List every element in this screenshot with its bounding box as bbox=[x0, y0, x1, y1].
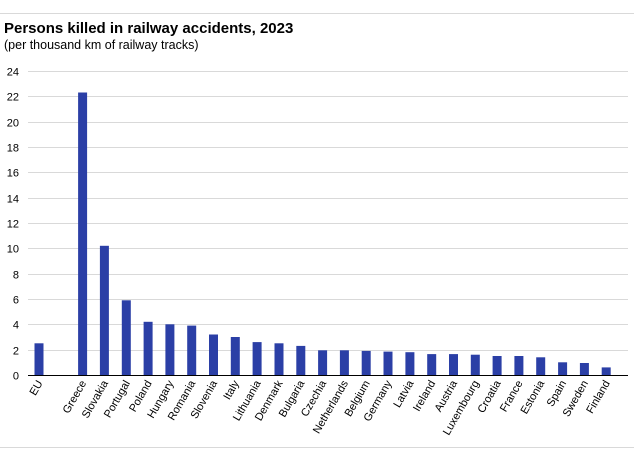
y-tick-label: 22 bbox=[7, 92, 19, 104]
bar-poland bbox=[143, 321, 153, 375]
top-border bbox=[0, 13, 634, 14]
bar-france bbox=[514, 356, 524, 375]
bar-eu bbox=[34, 343, 44, 375]
bar-estonia bbox=[536, 357, 546, 375]
bar-denmark bbox=[274, 343, 284, 375]
bar-croatia bbox=[492, 356, 502, 375]
y-tick-label: 12 bbox=[7, 219, 19, 231]
bar-spain bbox=[558, 362, 568, 375]
chart-title: Persons killed in railway accidents, 202… bbox=[4, 20, 294, 37]
y-tick-label: 4 bbox=[13, 320, 19, 332]
y-tick-label: 0 bbox=[13, 371, 19, 383]
bar-hungary bbox=[165, 324, 175, 375]
bar-lithuania bbox=[252, 342, 262, 375]
bar-czechia bbox=[318, 350, 328, 375]
y-tick-label: 20 bbox=[7, 118, 19, 130]
bar-greece bbox=[78, 92, 88, 375]
bar-italy bbox=[230, 337, 240, 375]
bar-slovakia bbox=[99, 245, 109, 375]
y-tick-label: 6 bbox=[13, 295, 19, 307]
bar-ireland bbox=[427, 354, 437, 375]
y-tick-label: 14 bbox=[7, 194, 19, 206]
y-tick-label: 16 bbox=[7, 168, 19, 180]
bar-belgium bbox=[361, 350, 371, 375]
bar-bulgaria bbox=[296, 345, 306, 375]
bar-sweden bbox=[579, 363, 589, 375]
x-tick-label: EU bbox=[28, 378, 46, 397]
bars bbox=[34, 92, 611, 375]
chart-subtitle: (per thousand km of railway tracks) bbox=[4, 38, 199, 52]
y-tick-label: 10 bbox=[7, 244, 19, 256]
x-axis-ticks: EU GreeceSlovakiaPortugalPolandHungaryRom… bbox=[28, 378, 613, 438]
bar-portugal bbox=[121, 300, 131, 375]
bar-luxembourg bbox=[470, 354, 480, 375]
bar-austria bbox=[449, 354, 458, 375]
bar-romania bbox=[187, 325, 197, 375]
bar-germany bbox=[383, 351, 393, 375]
bar-netherlands bbox=[339, 350, 349, 375]
x-tick-label: Italy bbox=[221, 378, 242, 402]
y-tick-label: 18 bbox=[7, 143, 19, 155]
bar-latvia bbox=[405, 352, 415, 375]
gridlines bbox=[28, 71, 628, 351]
y-tick-label: 2 bbox=[13, 346, 19, 358]
bar-slovenia bbox=[209, 334, 218, 375]
bar-finland bbox=[601, 367, 611, 375]
y-tick-label: 24 bbox=[7, 67, 19, 79]
bottom-border bbox=[0, 447, 634, 448]
y-tick-label: 8 bbox=[13, 270, 19, 282]
